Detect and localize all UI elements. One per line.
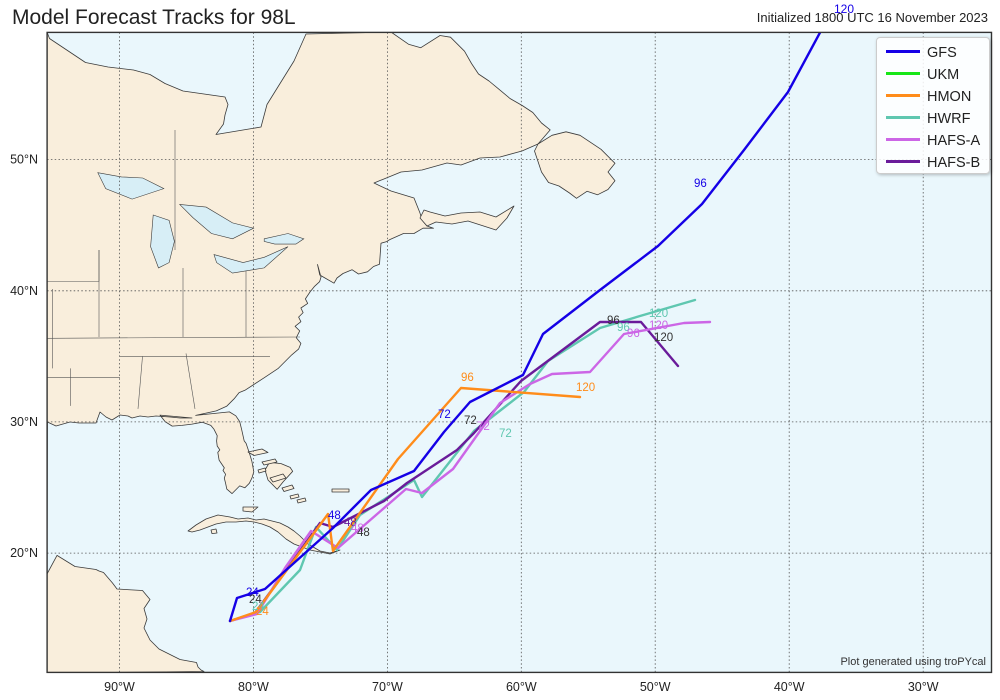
svg-text:50°W: 50°W [640,680,671,694]
svg-text:72: 72 [499,428,512,440]
svg-text:80°W: 80°W [238,680,269,694]
svg-text:72: 72 [464,415,477,427]
svg-text:96: 96 [694,178,707,190]
svg-text:30°N: 30°N [10,415,38,429]
svg-text:72: 72 [477,421,490,433]
svg-text:48: 48 [357,527,370,539]
svg-text:24: 24 [256,606,269,618]
svg-text:48: 48 [328,510,341,522]
svg-text:120: 120 [654,332,673,344]
svg-text:60°W: 60°W [506,680,537,694]
svg-text:120: 120 [576,382,595,394]
svg-text:72: 72 [438,409,451,421]
svg-text:120: 120 [649,308,668,320]
svg-text:40°N: 40°N [10,284,38,298]
svg-text:90°W: 90°W [104,680,135,694]
svg-text:96: 96 [461,372,474,384]
svg-text:30°W: 30°W [908,680,939,694]
svg-text:50°N: 50°N [10,153,38,167]
svg-text:96: 96 [627,328,640,340]
svg-text:70°W: 70°W [372,680,403,694]
svg-text:120: 120 [649,320,668,332]
svg-text:20°N: 20°N [10,546,38,560]
svg-text:40°W: 40°W [774,680,805,694]
